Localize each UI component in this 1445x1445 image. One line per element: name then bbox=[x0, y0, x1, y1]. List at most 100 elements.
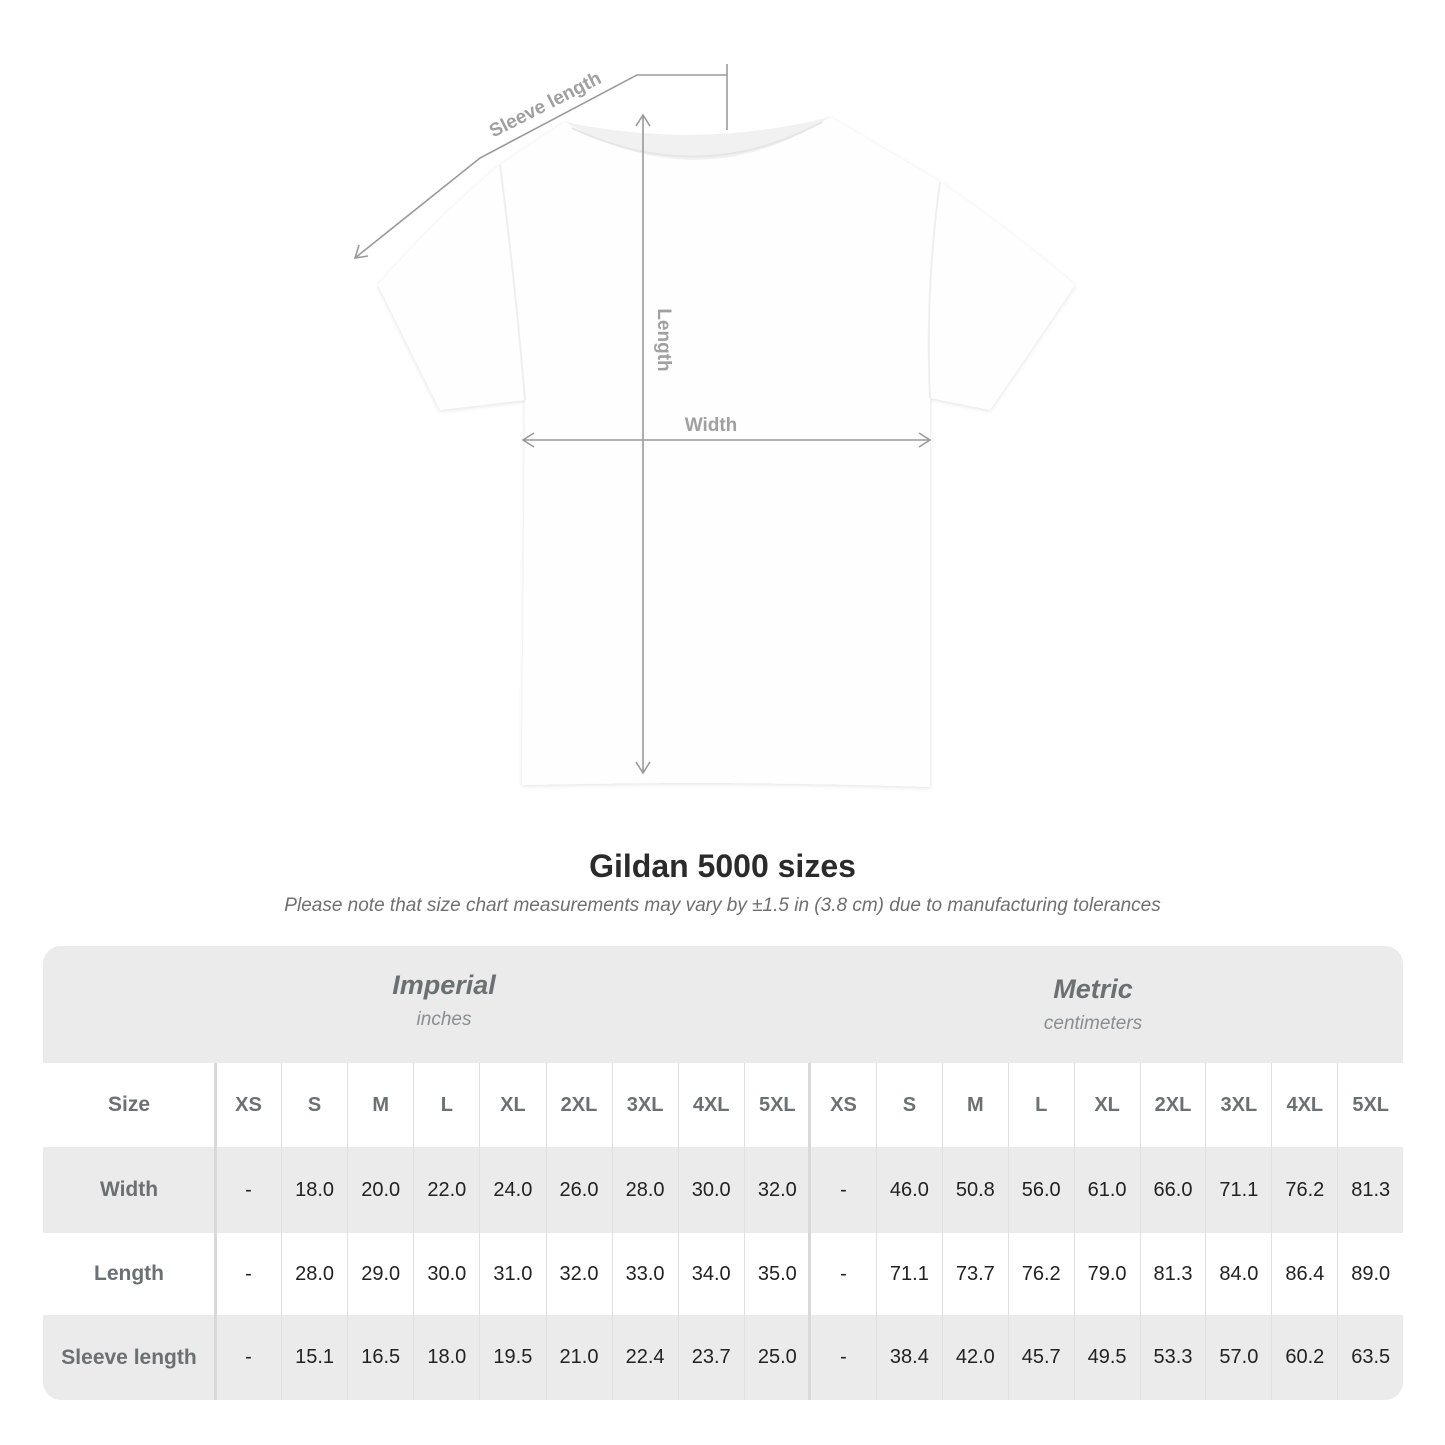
size-table: Imperial inches Metric centimeters Size X… bbox=[43, 946, 1403, 1400]
table-cell: 18.0 bbox=[413, 1315, 479, 1400]
imperial-header: Imperial inches bbox=[215, 970, 673, 1031]
table-cell: 28.0 bbox=[611, 1147, 678, 1233]
length-arrow bbox=[635, 113, 651, 775]
size-header: 3XL bbox=[1205, 1063, 1271, 1147]
metric-header: Metric centimeters bbox=[810, 974, 1376, 1035]
table-row: Sleeve length -15.1 16.5 18.0 19.5 21.0 22.4 23… bbox=[43, 1315, 1403, 1400]
table-cell: 38.4 bbox=[875, 1315, 942, 1400]
table-cell: 34.0 bbox=[677, 1233, 744, 1315]
table-cell: 56.0 bbox=[1007, 1147, 1074, 1233]
size-header: S bbox=[875, 1063, 942, 1147]
imperial-title: Imperial bbox=[392, 970, 496, 1000]
size-header: 3XL bbox=[611, 1063, 678, 1147]
size-header: M bbox=[941, 1063, 1008, 1147]
imperial-unit: inches bbox=[416, 1009, 472, 1030]
table-cell: 32.0 bbox=[545, 1233, 612, 1315]
table-cell: 45.7 bbox=[1007, 1315, 1074, 1400]
tolerance-note: Please note that size chart measurements… bbox=[284, 895, 1161, 916]
row-label: Sleeve length bbox=[61, 1345, 197, 1369]
size-header: L bbox=[413, 1063, 479, 1147]
size-header: XL bbox=[1073, 1063, 1140, 1147]
size-header: 4XL bbox=[1271, 1063, 1337, 1147]
size-header: L bbox=[1007, 1063, 1074, 1147]
table-cell: 61.0 bbox=[1073, 1147, 1140, 1233]
table-cell: - bbox=[810, 1147, 876, 1233]
column-divider bbox=[214, 1063, 217, 1400]
table-cell: 18.0 bbox=[281, 1147, 347, 1233]
length-label: Length bbox=[653, 308, 674, 371]
table-cell: 84.0 bbox=[1205, 1233, 1271, 1315]
table-cell: 76.2 bbox=[1007, 1233, 1074, 1315]
table-cell: - bbox=[215, 1147, 281, 1233]
table-cell: 35.0 bbox=[743, 1233, 810, 1315]
tshirt-diagram: Sleeve length Length Width bbox=[353, 64, 1075, 787]
metric-unit: centimeters bbox=[1043, 1013, 1143, 1034]
table-cell: 29.0 bbox=[347, 1233, 413, 1315]
table-cell: 20.0 bbox=[347, 1147, 413, 1233]
size-header: XS bbox=[810, 1063, 876, 1147]
table-cell: 49.5 bbox=[1073, 1315, 1140, 1400]
table-cell: 42.0 bbox=[941, 1315, 1008, 1400]
table-cell: 50.8 bbox=[941, 1147, 1008, 1233]
size-header: 2XL bbox=[1139, 1063, 1206, 1147]
table-cell: 66.0 bbox=[1139, 1147, 1206, 1233]
table-cell: 33.0 bbox=[611, 1233, 678, 1315]
size-header: 5XL bbox=[743, 1063, 810, 1147]
table-cell: 26.0 bbox=[545, 1147, 612, 1233]
table-cell: 79.0 bbox=[1073, 1233, 1140, 1315]
size-label: Size bbox=[107, 1093, 151, 1116]
size-header: 2XL bbox=[545, 1063, 612, 1147]
table-cell: 81.3 bbox=[1139, 1233, 1206, 1315]
size-header-row: Size XS S M L XL 2XL 3XL 4XL 5XL XS S M L XL 2XL 3XL 4XL 5… bbox=[43, 1063, 1403, 1147]
table-cell: 81.3 bbox=[1337, 1147, 1403, 1233]
width-label: Width bbox=[685, 415, 738, 436]
size-header: S bbox=[281, 1063, 347, 1147]
table-cell: 71.1 bbox=[875, 1233, 942, 1315]
table-row: Length -28.0 29.0 30.0 31.0 32.0 33.0 34.0 35.0-… bbox=[43, 1233, 1403, 1315]
table-cell: 60.2 bbox=[1271, 1315, 1337, 1400]
table-cell: 30.0 bbox=[677, 1147, 744, 1233]
metric-title: Metric bbox=[1053, 974, 1133, 1004]
table-cell: 16.5 bbox=[347, 1315, 413, 1400]
table-cell: - bbox=[215, 1233, 281, 1315]
table-cell: 23.7 bbox=[677, 1315, 744, 1400]
page-title: Gildan 5000 sizes bbox=[589, 848, 856, 884]
table-cell: 86.4 bbox=[1271, 1233, 1337, 1315]
table-cell: 31.0 bbox=[479, 1233, 545, 1315]
table-cell: 46.0 bbox=[875, 1147, 942, 1233]
size-header: 4XL bbox=[677, 1063, 744, 1147]
size-header: M bbox=[347, 1063, 413, 1147]
table-cell: - bbox=[810, 1315, 876, 1400]
tshirt-shape bbox=[378, 117, 1075, 787]
table-cell: 21.0 bbox=[545, 1315, 612, 1400]
table-cell: 22.0 bbox=[413, 1147, 479, 1233]
table-cell: 76.2 bbox=[1271, 1147, 1337, 1233]
size-header: 5XL bbox=[1337, 1063, 1403, 1147]
units-header: Imperial inches Metric centimeters bbox=[43, 946, 1403, 1063]
table-cell: 22.4 bbox=[611, 1315, 678, 1400]
size-header: XL bbox=[479, 1063, 545, 1147]
table-cell: 32.0 bbox=[743, 1147, 810, 1233]
table-cell: 19.5 bbox=[479, 1315, 545, 1400]
table-cell: 89.0 bbox=[1337, 1233, 1403, 1315]
table-cell: 53.3 bbox=[1139, 1315, 1206, 1400]
size-header: XS bbox=[215, 1063, 281, 1147]
width-arrow bbox=[521, 432, 932, 448]
row-label: Length bbox=[94, 1262, 164, 1285]
table-cell: 63.5 bbox=[1337, 1315, 1403, 1400]
table-cell: 15.1 bbox=[281, 1315, 347, 1400]
table-cell: - bbox=[215, 1315, 281, 1400]
sleeve-arrow bbox=[353, 64, 728, 259]
table-cell: 30.0 bbox=[413, 1233, 479, 1315]
table-row: Width -18.0 20.0 22.0 24.0 26.0 28.0 30.0 32.0-4… bbox=[43, 1147, 1403, 1233]
table-cell: 24.0 bbox=[479, 1147, 545, 1233]
table-cell: 28.0 bbox=[281, 1233, 347, 1315]
measure-arrows bbox=[353, 64, 932, 775]
table-cell: 73.7 bbox=[941, 1233, 1008, 1315]
table-cell: 25.0 bbox=[743, 1315, 810, 1400]
column-divider bbox=[808, 1063, 811, 1400]
row-label: Width bbox=[99, 1178, 159, 1201]
table-cell: - bbox=[810, 1233, 876, 1315]
table-cell: 71.1 bbox=[1205, 1147, 1271, 1233]
table-cell: 57.0 bbox=[1205, 1315, 1271, 1400]
